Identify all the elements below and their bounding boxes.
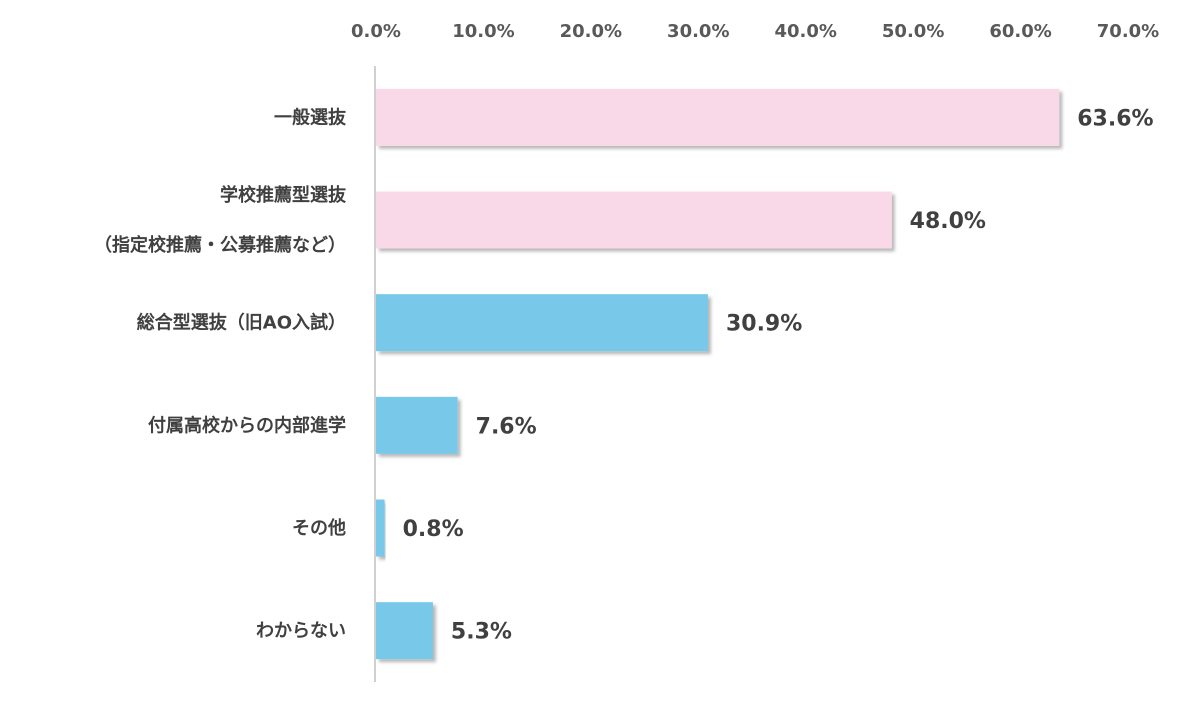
bars	[376, 88, 1060, 660]
bar	[376, 191, 892, 249]
category-label: 総合型選抜（旧AO入試）	[137, 312, 346, 334]
x-tick-label: 60.0%	[989, 21, 1051, 42]
x-tick-label: 0.0%	[351, 21, 401, 42]
category-label: その他	[292, 517, 346, 539]
data-label: 5.3%	[451, 620, 512, 645]
bar	[376, 294, 708, 352]
data-label: 0.8%	[403, 517, 464, 542]
data-label: 63.6%	[1077, 106, 1153, 131]
category-label: （指定校推薦・公募推薦など）	[94, 234, 346, 256]
data-label: 7.6%	[476, 414, 537, 439]
category-label: 学校推薦型選抜	[220, 184, 347, 206]
data-label: 30.9%	[726, 312, 802, 337]
x-tick-label: 70.0%	[1097, 21, 1159, 42]
bar	[376, 499, 385, 557]
x-tick-label: 50.0%	[882, 21, 944, 42]
x-tick-label: 20.0%	[560, 21, 622, 42]
data-label: 48.0%	[910, 209, 986, 234]
bar	[376, 602, 433, 660]
category-label: 付属高校からの内部進学	[148, 414, 346, 436]
bar	[376, 396, 458, 454]
data-labels: 63.6% 48.0% 30.9% 7.6% 0.8% 5.3%	[403, 106, 1154, 644]
x-tick-label: 40.0%	[774, 21, 836, 42]
category-label: わからない	[256, 621, 346, 642]
x-tick-label: 10.0%	[452, 21, 514, 42]
bar	[376, 88, 1060, 146]
x-axis-ticks: 0.0% 10.0% 20.0% 30.0% 40.0% 50.0% 60.0% 70.0%	[351, 21, 1159, 42]
category-label: 一般選抜	[274, 106, 347, 128]
x-tick-label: 30.0%	[667, 21, 729, 42]
